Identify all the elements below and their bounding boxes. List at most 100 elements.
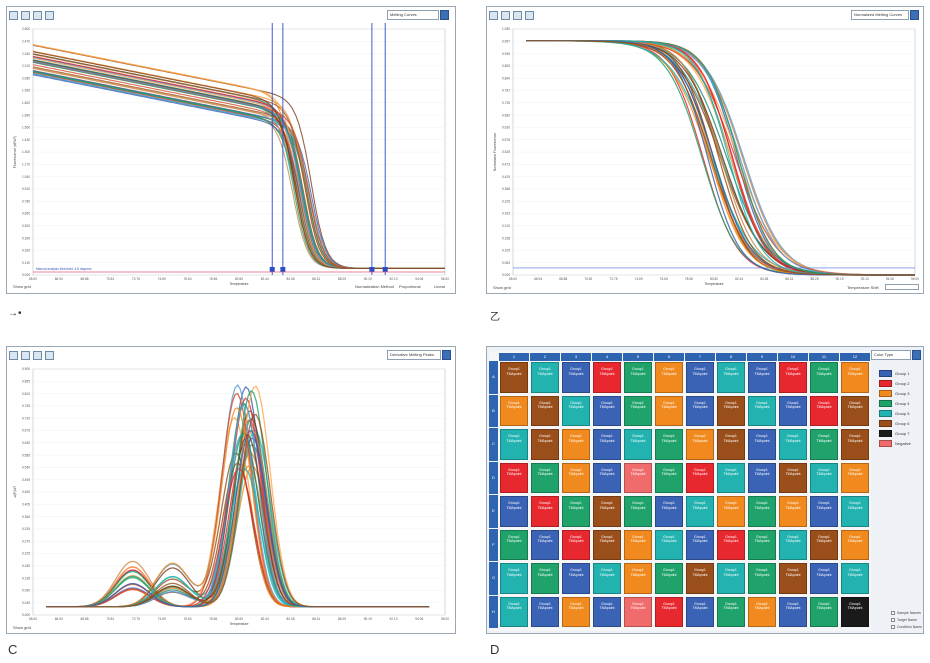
plate-well[interactable]: Group1 TMApoint bbox=[717, 362, 745, 393]
plate-well[interactable]: Group1 TMApoint bbox=[748, 395, 776, 426]
plate-well[interactable]: Group1 TMApoint bbox=[810, 429, 838, 460]
reset-icon[interactable] bbox=[513, 10, 522, 20]
plate-well[interactable]: Group1 TMApoint bbox=[624, 462, 652, 493]
row-header[interactable]: C bbox=[489, 428, 498, 461]
plate-well[interactable]: Group1 TMApoint bbox=[500, 362, 528, 393]
plate-well[interactable]: Group1 TMApoint bbox=[810, 596, 838, 627]
plate-well[interactable]: Group1 TMApoint bbox=[500, 529, 528, 560]
plate-well[interactable]: Group1 TMApoint bbox=[593, 563, 621, 594]
plate-well[interactable]: Group1 TMApoint bbox=[779, 395, 807, 426]
plate-well[interactable]: Group1 TMApoint bbox=[810, 496, 838, 527]
plate-well[interactable]: Group1 TMApoint bbox=[779, 362, 807, 393]
row-header[interactable]: B bbox=[489, 394, 498, 427]
pan-icon[interactable] bbox=[21, 10, 30, 20]
plate-well[interactable]: Group1 TMApoint bbox=[655, 395, 683, 426]
plate-well[interactable]: Group1 TMApoint bbox=[624, 529, 652, 560]
row-header[interactable]: G bbox=[489, 562, 498, 595]
plate-well[interactable]: Group1 TMApoint bbox=[686, 596, 714, 627]
plate-well[interactable]: Group1 TMApoint bbox=[686, 563, 714, 594]
row-header[interactable]: H bbox=[489, 595, 498, 628]
plate-well[interactable]: Group1 TMApoint bbox=[810, 462, 838, 493]
column-header[interactable]: 10 bbox=[778, 353, 808, 361]
plate-well[interactable]: Group1 TMApoint bbox=[841, 563, 869, 594]
column-header[interactable]: 2 bbox=[530, 353, 560, 361]
dropdown-arrow-icon[interactable] bbox=[442, 350, 451, 360]
plate-well[interactable]: Group1 TMApoint bbox=[748, 496, 776, 527]
display-option-checkbox[interactable]: Target Name bbox=[891, 618, 917, 622]
plate-well[interactable]: Group1 TMApoint bbox=[624, 429, 652, 460]
column-header[interactable]: 11 bbox=[809, 353, 839, 361]
print-icon[interactable] bbox=[525, 10, 534, 20]
plate-well[interactable]: Group1 TMApoint bbox=[500, 395, 528, 426]
legend-item[interactable]: Group 6 bbox=[879, 419, 909, 427]
plate-well[interactable]: Group1 TMApoint bbox=[655, 596, 683, 627]
reset-icon[interactable] bbox=[33, 10, 42, 20]
plate-well[interactable]: Group1 TMApoint bbox=[531, 496, 559, 527]
legend-item[interactable]: Group 2 bbox=[879, 379, 909, 387]
plate-well[interactable]: Group1 TMApoint bbox=[531, 529, 559, 560]
plate-well[interactable]: Group1 TMApoint bbox=[841, 596, 869, 627]
plate-well[interactable]: Group1 TMApoint bbox=[841, 362, 869, 393]
legend-item[interactable]: Group 5 bbox=[879, 409, 909, 417]
plate-well[interactable]: Group1 TMApoint bbox=[500, 496, 528, 527]
plate-well[interactable]: Group1 TMApoint bbox=[593, 462, 621, 493]
plate-well[interactable]: Group1 TMApoint bbox=[531, 462, 559, 493]
row-header[interactable]: E bbox=[489, 495, 498, 528]
plate-well[interactable]: Group1 TMApoint bbox=[748, 429, 776, 460]
plate-well[interactable]: Group1 TMApoint bbox=[562, 362, 590, 393]
plate-well[interactable]: Group1 TMApoint bbox=[717, 462, 745, 493]
plate-well[interactable]: Group1 TMApoint bbox=[593, 496, 621, 527]
show-grid-checkbox[interactable]: Show grid bbox=[13, 625, 31, 630]
legend-item[interactable]: Group 4 bbox=[879, 399, 909, 407]
plate-well[interactable]: Group1 TMApoint bbox=[686, 429, 714, 460]
plate-well[interactable]: Group1 TMApoint bbox=[562, 429, 590, 460]
plate-well[interactable]: Group1 TMApoint bbox=[624, 596, 652, 627]
row-header[interactable]: D bbox=[489, 461, 498, 494]
plate-well[interactable]: Group1 TMApoint bbox=[531, 596, 559, 627]
column-header[interactable]: 12 bbox=[840, 353, 870, 361]
plate-well[interactable]: Group1 TMApoint bbox=[717, 395, 745, 426]
plate-well[interactable]: Group1 TMApoint bbox=[810, 529, 838, 560]
plate-well[interactable]: Group1 TMApoint bbox=[717, 563, 745, 594]
print-icon[interactable] bbox=[45, 350, 54, 360]
dropdown-arrow-icon[interactable] bbox=[910, 10, 919, 20]
plate-well[interactable]: Group1 TMApoint bbox=[717, 529, 745, 560]
plate-well[interactable]: Group1 TMApoint bbox=[531, 429, 559, 460]
proportional-radio[interactable]: Proportional bbox=[399, 284, 421, 289]
plate-well[interactable]: Group1 TMApoint bbox=[779, 462, 807, 493]
column-header[interactable]: 3 bbox=[561, 353, 591, 361]
plate-well[interactable]: Group1 TMApoint bbox=[779, 563, 807, 594]
pan-icon[interactable] bbox=[501, 10, 510, 20]
plate-well[interactable]: Group1 TMApoint bbox=[686, 395, 714, 426]
pan-icon[interactable] bbox=[21, 350, 30, 360]
temperature-shift-input[interactable] bbox=[885, 284, 919, 290]
zoom-icon[interactable] bbox=[489, 10, 498, 20]
plate-well[interactable]: Group1 TMApoint bbox=[779, 496, 807, 527]
plate-well[interactable]: Group1 TMApoint bbox=[593, 429, 621, 460]
plate-well[interactable]: Group1 TMApoint bbox=[686, 362, 714, 393]
legend-item[interactable]: Group 7 bbox=[879, 429, 909, 437]
column-header[interactable]: 5 bbox=[623, 353, 653, 361]
plate-well[interactable]: Group1 TMApoint bbox=[593, 362, 621, 393]
plate-well[interactable]: Group1 TMApoint bbox=[841, 529, 869, 560]
plot-type-dropdown[interactable]: Derivative Melting Peaks bbox=[387, 350, 441, 360]
plate-well[interactable]: Group1 TMApoint bbox=[717, 596, 745, 627]
plate-well[interactable]: Group1 TMApoint bbox=[810, 395, 838, 426]
plate-well[interactable]: Group1 TMApoint bbox=[686, 529, 714, 560]
plate-well[interactable]: Group1 TMApoint bbox=[624, 395, 652, 426]
plate-well[interactable]: Group1 TMApoint bbox=[810, 362, 838, 393]
plate-well[interactable]: Group1 TMApoint bbox=[562, 496, 590, 527]
plate-well[interactable]: Group1 TMApoint bbox=[779, 596, 807, 627]
row-header[interactable]: F bbox=[489, 528, 498, 561]
row-header[interactable]: A bbox=[489, 361, 498, 394]
column-header[interactable]: 7 bbox=[685, 353, 715, 361]
plate-well[interactable]: Group1 TMApoint bbox=[624, 563, 652, 594]
plate-well[interactable]: Group1 TMApoint bbox=[748, 462, 776, 493]
plate-well[interactable]: Group1 TMApoint bbox=[500, 429, 528, 460]
show-grid-checkbox[interactable]: Show grid bbox=[13, 284, 31, 289]
plate-well[interactable]: Group1 TMApoint bbox=[562, 395, 590, 426]
plate-well[interactable]: Group1 TMApoint bbox=[748, 529, 776, 560]
column-header[interactable]: 9 bbox=[747, 353, 777, 361]
plate-well[interactable]: Group1 TMApoint bbox=[841, 395, 869, 426]
plate-well[interactable]: Group1 TMApoint bbox=[655, 429, 683, 460]
